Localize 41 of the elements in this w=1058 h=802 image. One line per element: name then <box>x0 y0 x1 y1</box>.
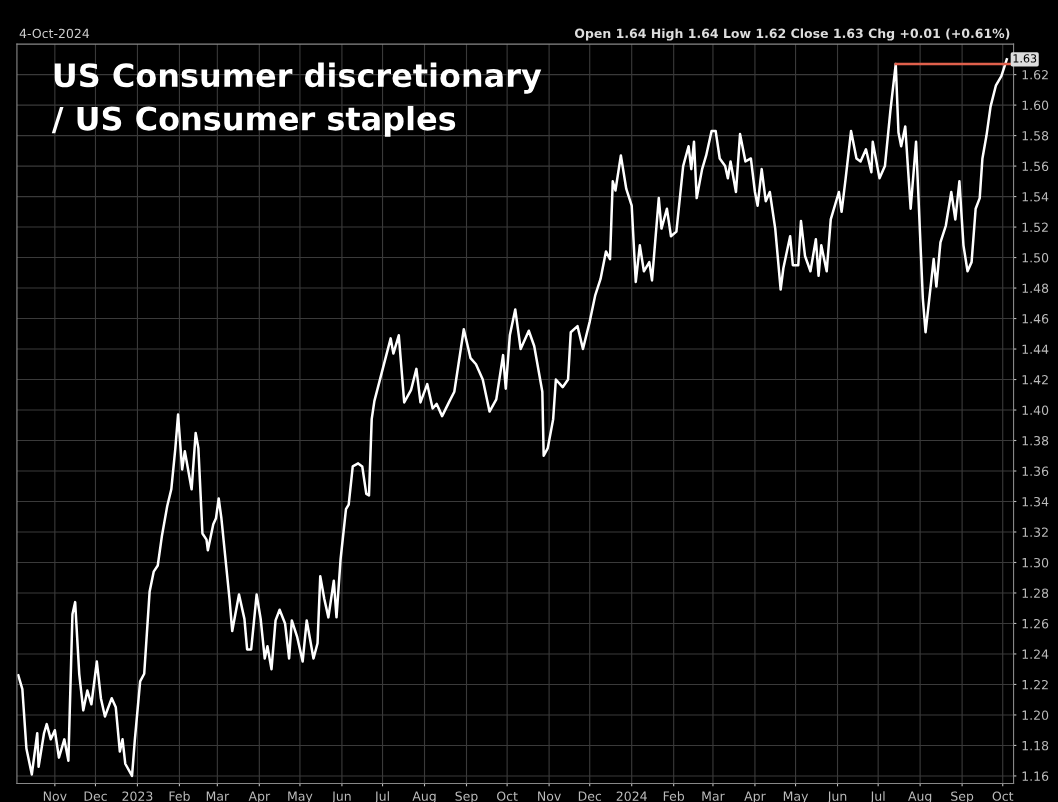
x-tick-label: Oct <box>497 791 518 801</box>
y-tick-label: 1.40 <box>1022 405 1049 415</box>
y-tick-label: 1.58 <box>1022 131 1049 141</box>
x-tick-label: Mar <box>702 791 725 801</box>
x-tick-label: Oct <box>992 791 1014 801</box>
x-tick-label: Nov <box>538 791 561 801</box>
text: US Consumer discretionary / US Consumer staples <box>51 62 542 137</box>
y-tick-label: 1.22 <box>1022 679 1048 690</box>
y-tick-label: 1.44 <box>1022 344 1049 354</box>
line-series <box>17 58 1009 778</box>
x-tick-label: 2024 <box>616 791 647 801</box>
y-tick-label: 1.42 <box>1022 375 1048 385</box>
y-tick-label: 1.32 <box>1022 527 1048 537</box>
annotation: 1.63 <box>1013 54 1037 63</box>
y-tick-label: 1.26 <box>1022 618 1049 629</box>
y-tick-label: 1.24 <box>1022 649 1049 659</box>
y-tick-label: 1.34 <box>1022 496 1049 507</box>
y-tick-label: 1.54 <box>1022 192 1049 202</box>
y-tick-label: 1.60 <box>1022 100 1049 111</box>
y-tick-label: 1.62 <box>1022 70 1048 80</box>
y-tick-label: 1.28 <box>1022 588 1049 598</box>
y-tick-label: 1.52 <box>1022 222 1048 232</box>
y-tick-label: 1.30 <box>1022 557 1049 568</box>
y-tick-label: 1.38 <box>1022 435 1049 446</box>
x-tick-label: Feb <box>169 791 190 801</box>
x-tick-label: Feb <box>663 791 685 801</box>
x-tick-label: Nov <box>43 791 67 801</box>
y-tick-label: 1.56 <box>1022 161 1049 172</box>
chart-subtitle: 4-Oct-2024 <box>19 28 90 39</box>
y-tick-label: 1.36 <box>1022 466 1049 476</box>
y-tick-label: 1.18 <box>1022 740 1049 751</box>
y-tick-label: 1.50 <box>1022 253 1049 263</box>
x-tick-label: 2023 <box>122 791 153 801</box>
y-tick-label: 1.48 <box>1022 283 1049 293</box>
text: Open 1.64 High 1.64 Low 1.62 Close 1.63 Chg +0.01 (+0.61%) <box>574 28 1010 41</box>
x-tick-label: Dec <box>84 791 107 801</box>
y-tick-label: 1.16 <box>1022 771 1049 781</box>
y-tick-label: 1.46 <box>1022 314 1049 324</box>
x-tick-label: Mar <box>206 791 230 801</box>
x-tick-label: Dec <box>578 791 602 801</box>
y-tick-label: 1.20 <box>1022 710 1049 720</box>
